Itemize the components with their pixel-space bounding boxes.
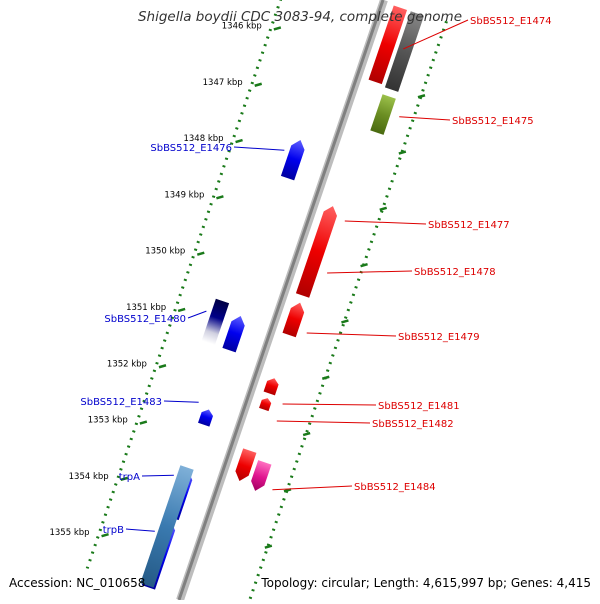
tick-mark — [254, 82, 263, 87]
tick-mark — [216, 195, 224, 200]
gene-shape — [384, 11, 425, 92]
tick-label: 1354 kbp — [69, 472, 109, 482]
tick-label: 1346 kbp — [222, 21, 262, 31]
tick-mark — [273, 26, 282, 31]
tick-label: 1350 kbp — [145, 247, 185, 257]
tick-mark — [101, 532, 109, 538]
gene-shape — [198, 409, 214, 427]
gene-label-leader — [233, 146, 285, 151]
tick-guide-right — [246, 20, 448, 604]
tick-mark-right — [360, 262, 368, 268]
tick-mark-right — [379, 206, 388, 212]
genes-layer — [140, 5, 425, 590]
gene-shape — [251, 460, 272, 491]
tick-mark-right — [398, 150, 407, 155]
tick-mark — [139, 420, 148, 425]
gene-label: SbBS512_E1475 — [452, 116, 534, 127]
gene-feature — [235, 448, 257, 482]
gene-shape — [259, 398, 272, 412]
tick-label: 1348 kbp — [183, 134, 223, 144]
gene-label-leader — [399, 116, 451, 121]
tick-mark-right — [283, 488, 292, 493]
backbone-line — [177, 0, 385, 601]
topology-text: Topology: circular; Length: 4,615,997 bp… — [261, 576, 591, 590]
tick-label: 1353 kbp — [88, 416, 128, 426]
tick-guide-left — [85, 0, 283, 569]
gene-shape — [295, 206, 337, 298]
gene-label: SbBS512_E1484 — [354, 482, 436, 493]
gene-feature — [222, 315, 245, 353]
gene-feature — [263, 378, 279, 396]
gene-label: SbBS512_E1477 — [428, 220, 510, 231]
gene-shape — [235, 448, 257, 482]
tick-mark — [177, 307, 186, 313]
gene-feature — [368, 5, 408, 85]
gene-shape — [263, 378, 279, 396]
tick-label: 1349 kbp — [164, 190, 204, 200]
tick-mark-right — [264, 544, 273, 549]
gene-label-leader — [141, 474, 174, 477]
gene-label: SbBS512_E1476 — [150, 143, 232, 154]
tick-label: 1355 kbp — [49, 528, 89, 538]
tick-mark-right — [417, 94, 426, 99]
tick-mark — [120, 476, 129, 482]
gene-label: SbBS512_E1483 — [80, 397, 162, 408]
tick-label: 1347 kbp — [203, 78, 243, 88]
gene-feature — [280, 140, 305, 181]
map-title: Shigella boydii CDC 3083-94, complete ge… — [137, 9, 463, 25]
tick-mark — [196, 251, 205, 256]
gene-label-leader — [403, 19, 469, 50]
gene-label-leader — [282, 403, 377, 406]
gene-label: trpA — [119, 472, 140, 483]
gene-shape — [368, 5, 408, 85]
gene-feature — [198, 409, 214, 427]
gene-feature — [259, 398, 272, 412]
tick-label: 1352 kbp — [107, 359, 147, 369]
gene-label-leader — [327, 270, 413, 274]
gene-shape — [140, 465, 194, 588]
gene-label: SbBS512_E1478 — [414, 267, 496, 278]
gene-shape — [222, 315, 245, 353]
gene-label-leader — [344, 220, 427, 225]
gene-feature — [201, 298, 230, 346]
gene-label-leader — [187, 310, 207, 319]
gene-label: SbBS512_E1481 — [378, 401, 460, 412]
gene-feature — [282, 302, 305, 338]
accession-text: Accession: NC_010658 — [9, 576, 146, 590]
gene-label-leader — [125, 528, 155, 532]
tick-label: 1351 kbp — [126, 303, 166, 313]
tick-mark-right — [302, 431, 311, 437]
tick-mark — [235, 138, 243, 144]
gene-label: SbBS512_E1480 — [104, 314, 186, 325]
tick-mark — [158, 364, 167, 369]
gene-label: SbBS512_E1479 — [398, 332, 480, 343]
gene-shape — [370, 94, 396, 135]
gene-shape — [280, 140, 305, 181]
gene-feature — [384, 11, 425, 92]
tick-layer: 1346 kbp 1347 kbp 1348 kbp 1349 kbp 1350 kbp… — [49, 0, 448, 604]
gene-feature — [295, 206, 337, 298]
tick-mark-right — [341, 319, 349, 324]
gene-feature — [370, 94, 396, 135]
backbone-layer — [176, 0, 388, 602]
gene-label-leader — [276, 420, 371, 424]
gene-feature — [140, 465, 194, 588]
gene-shape — [201, 298, 230, 346]
gene-label: SbBS512_E1482 — [372, 419, 454, 430]
gene-label-leader — [272, 485, 353, 491]
gene-shape — [282, 302, 305, 338]
gene-label: SbBS512_E1474 — [470, 16, 552, 27]
gene-feature — [251, 460, 272, 491]
tick-mark-right — [321, 375, 330, 380]
gene-label-leader — [163, 400, 199, 403]
gene-label-leader — [306, 332, 397, 337]
labels-layer: SbBS512_E1474 SbBS512_E1475 SbBS512_E1476 S… — [80, 16, 551, 536]
gene-label: trpB — [103, 525, 124, 536]
